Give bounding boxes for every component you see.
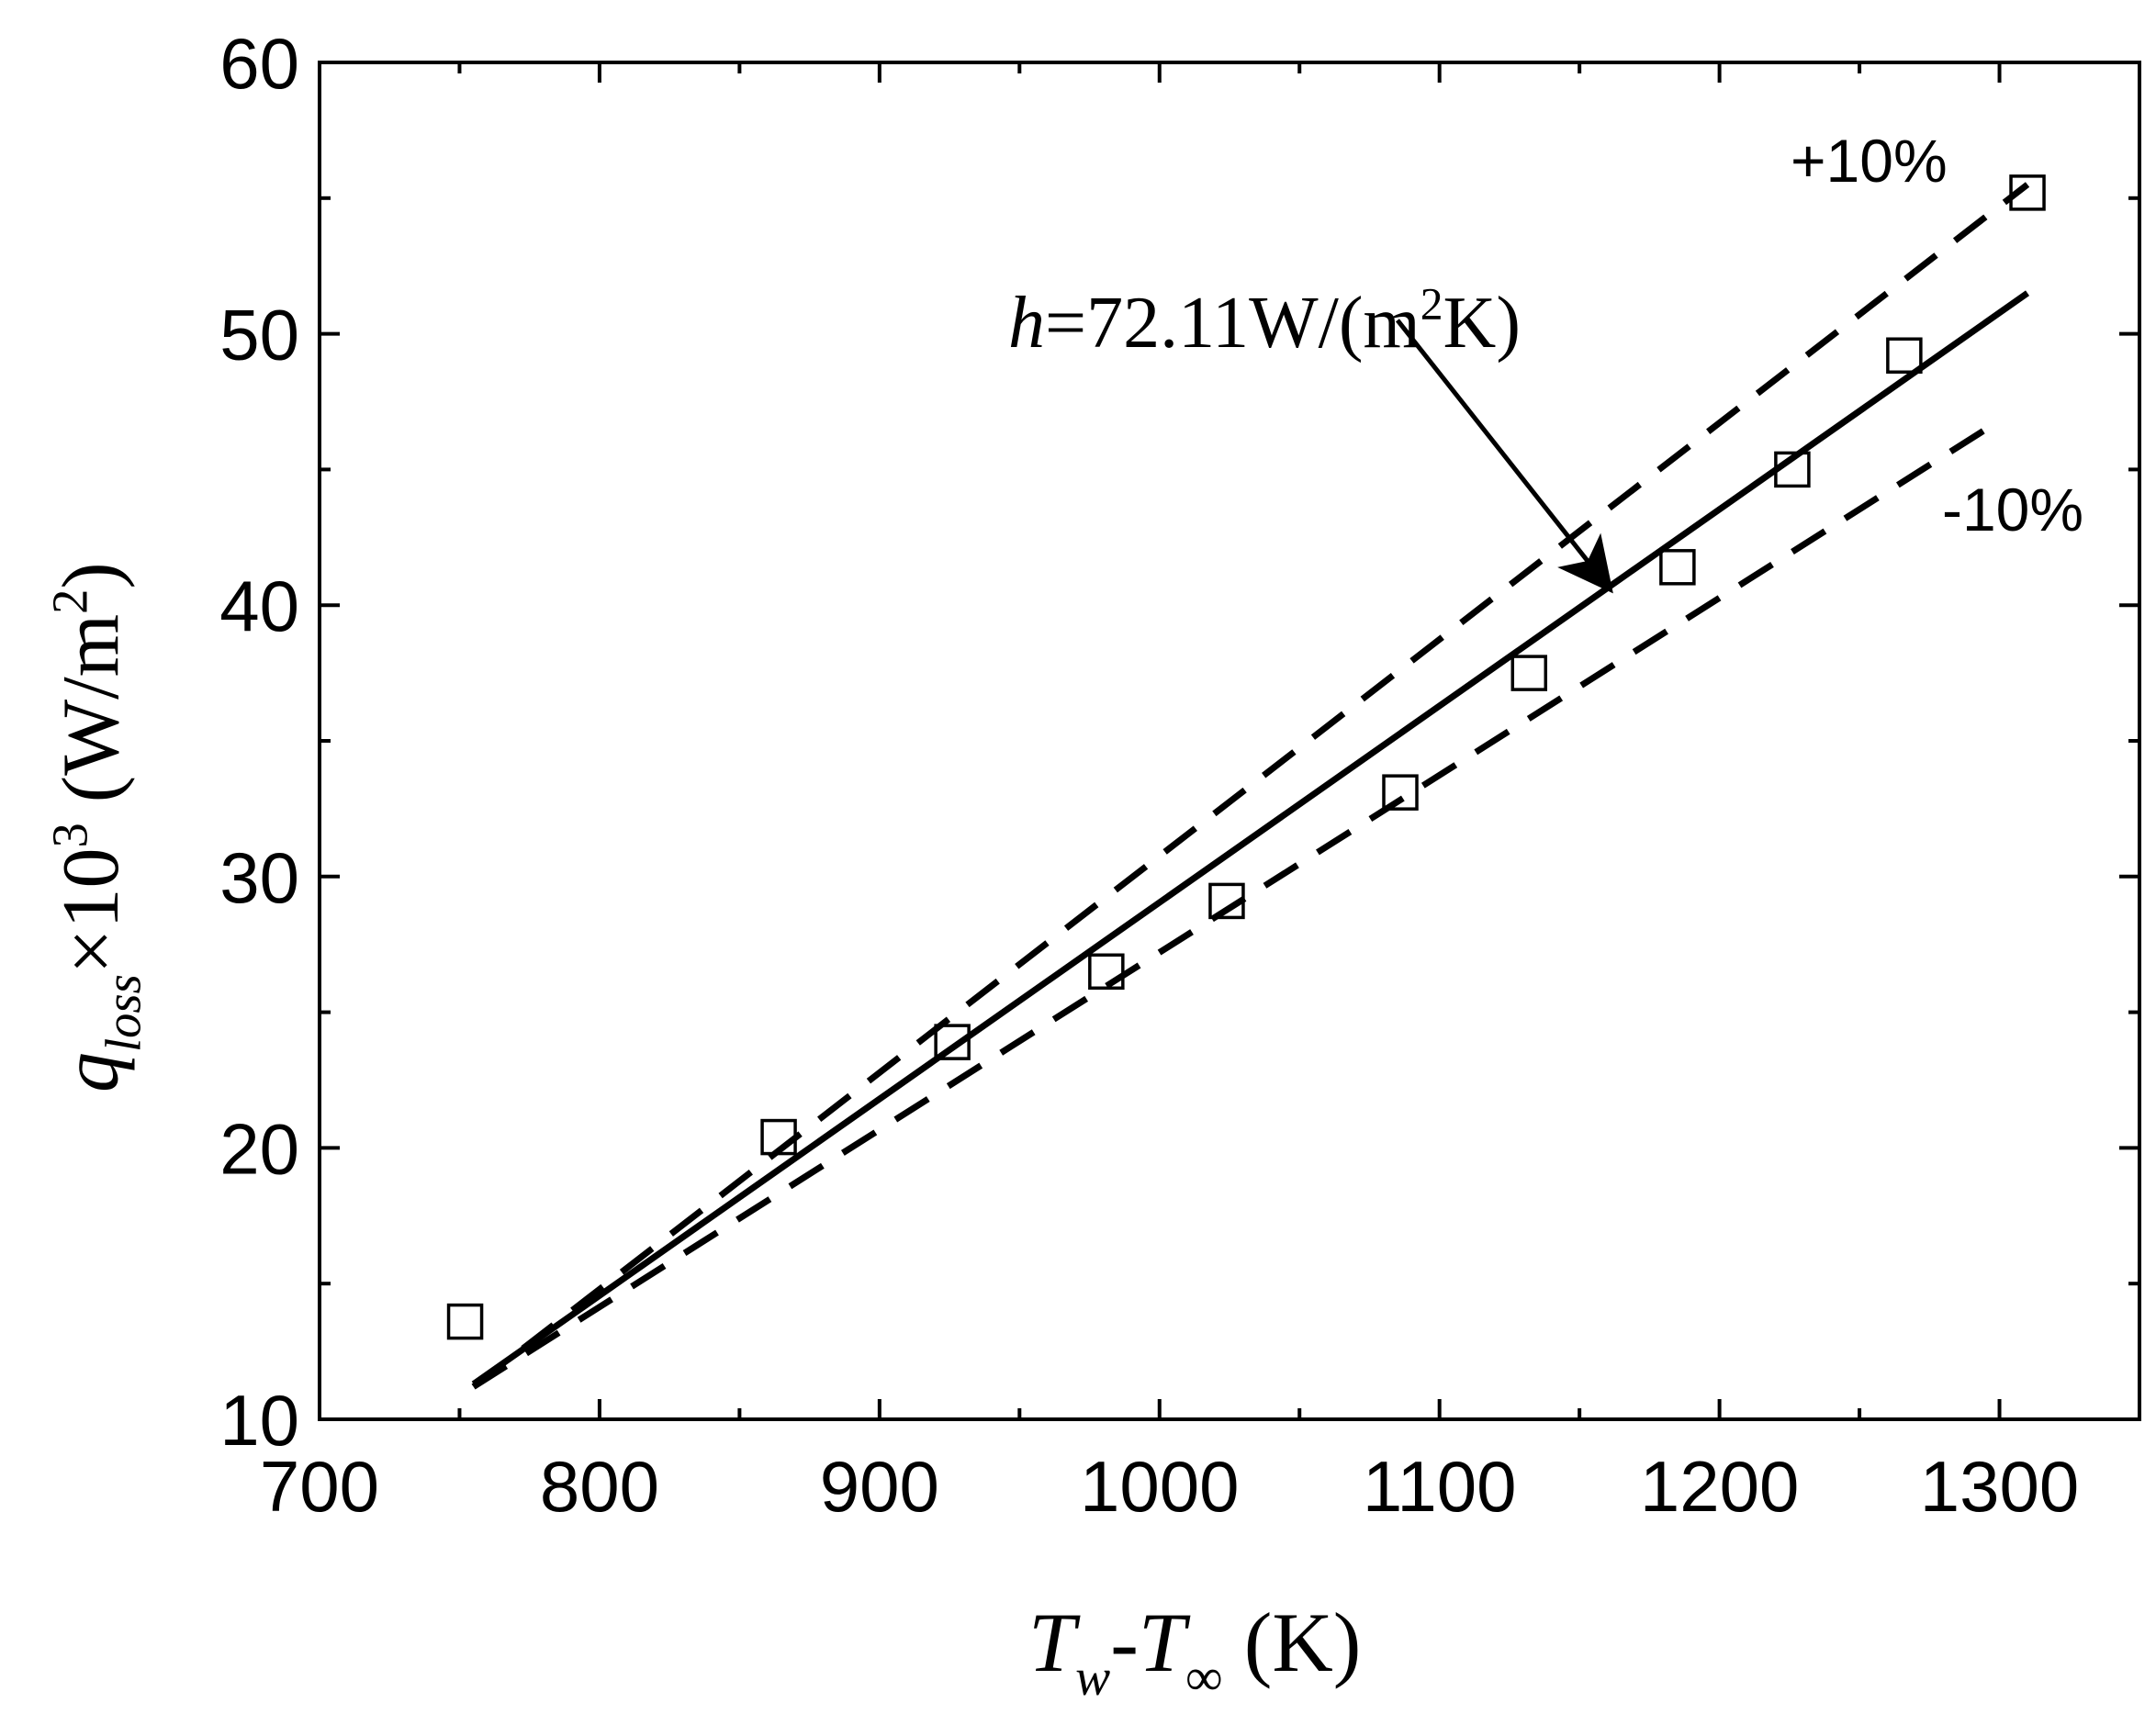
data-point: [1774, 451, 1811, 488]
y-tick-label: 30: [219, 837, 299, 918]
y-tick-label: 60: [219, 23, 299, 104]
x-tick-label: 1300: [1920, 1446, 2080, 1527]
y-tick-label: 40: [219, 566, 299, 646]
axis-ticks: 700 800 900 1000 1100 1200 1300 10 20 30 40 50 60: [219, 23, 2139, 1527]
y-tick-label: 20: [219, 1108, 299, 1189]
x-tick-label: 1100: [1363, 1446, 1517, 1527]
plus-10-label: +10%: [1791, 127, 1948, 195]
x-tick-label: 1200: [1640, 1446, 1800, 1527]
series-line-fit: [471, 290, 2030, 1387]
data-point: [446, 1303, 484, 1340]
data-point: [1382, 774, 1419, 811]
x-axis-label: Tw​-T∞​ (K): [1028, 1596, 1361, 1707]
x-tick-label: 800: [540, 1446, 659, 1527]
y-axis-label: qloss​×103​ (W/m2​): [42, 562, 152, 1092]
minus-10-label: -10%: [1942, 476, 2083, 543]
data-point: [934, 1024, 971, 1060]
x-tick-label: 1000: [1080, 1446, 1240, 1527]
fit-lines: [471, 182, 2030, 1390]
data-point: [760, 1118, 797, 1156]
data-point: [2009, 174, 2046, 211]
series-line-10: [471, 182, 2030, 1390]
plot-border: [318, 61, 2141, 1421]
annotations: h=72.11W/(m2​K) +10% -10%: [1008, 127, 2083, 594]
x-tick-label: 700: [260, 1446, 379, 1527]
data-point: [1088, 953, 1125, 991]
fit-equation-label: h=72.11W/(m2​K): [1008, 279, 1521, 364]
data-point: [1510, 655, 1548, 691]
plot-frame: [318, 61, 2141, 1421]
data-point: [1886, 337, 1923, 374]
series-line-10: [471, 418, 2002, 1390]
data-points: [446, 174, 2046, 1340]
fit-arrow: [1395, 319, 1613, 594]
y-tick-label: 10: [219, 1380, 299, 1461]
axis-labels: Tw​-T∞​ (K) qloss​×103​ (W/m2​): [42, 562, 1362, 1706]
data-point: [1659, 549, 1696, 586]
data-point: [1208, 882, 1245, 920]
y-tick-label: 50: [219, 295, 299, 375]
x-tick-label: 900: [820, 1446, 939, 1527]
